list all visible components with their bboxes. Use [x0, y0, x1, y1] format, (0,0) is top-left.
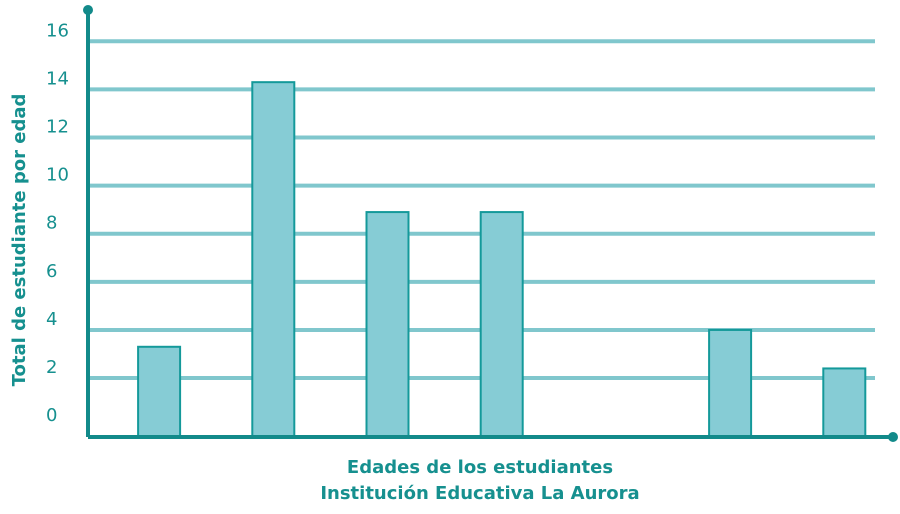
y-tick-label: 16 [46, 20, 69, 41]
bar [137, 345, 182, 438]
bar [822, 367, 867, 438]
x-axis-label: Edades de los estudiantes [347, 457, 613, 478]
y-tick-label: 14 [46, 68, 69, 89]
y-tick-label: 12 [46, 116, 69, 137]
x-axis-label: Institución Educativa La Aurora [320, 483, 639, 504]
y-tick-label: 10 [46, 165, 69, 186]
y-tick-label: 6 [46, 261, 57, 282]
y-tick-label: 2 [46, 357, 57, 378]
bar [251, 81, 296, 439]
y-tick-label: 8 [46, 213, 57, 234]
bar [708, 328, 753, 439]
bar [365, 211, 410, 438]
axis-end [888, 432, 898, 442]
y-tick-label: 4 [46, 309, 57, 330]
axis-end [83, 5, 93, 15]
y-tick-label: 0 [46, 405, 57, 426]
bar [479, 211, 524, 438]
y-axis-label: Total de estudiante por edad [9, 94, 30, 387]
